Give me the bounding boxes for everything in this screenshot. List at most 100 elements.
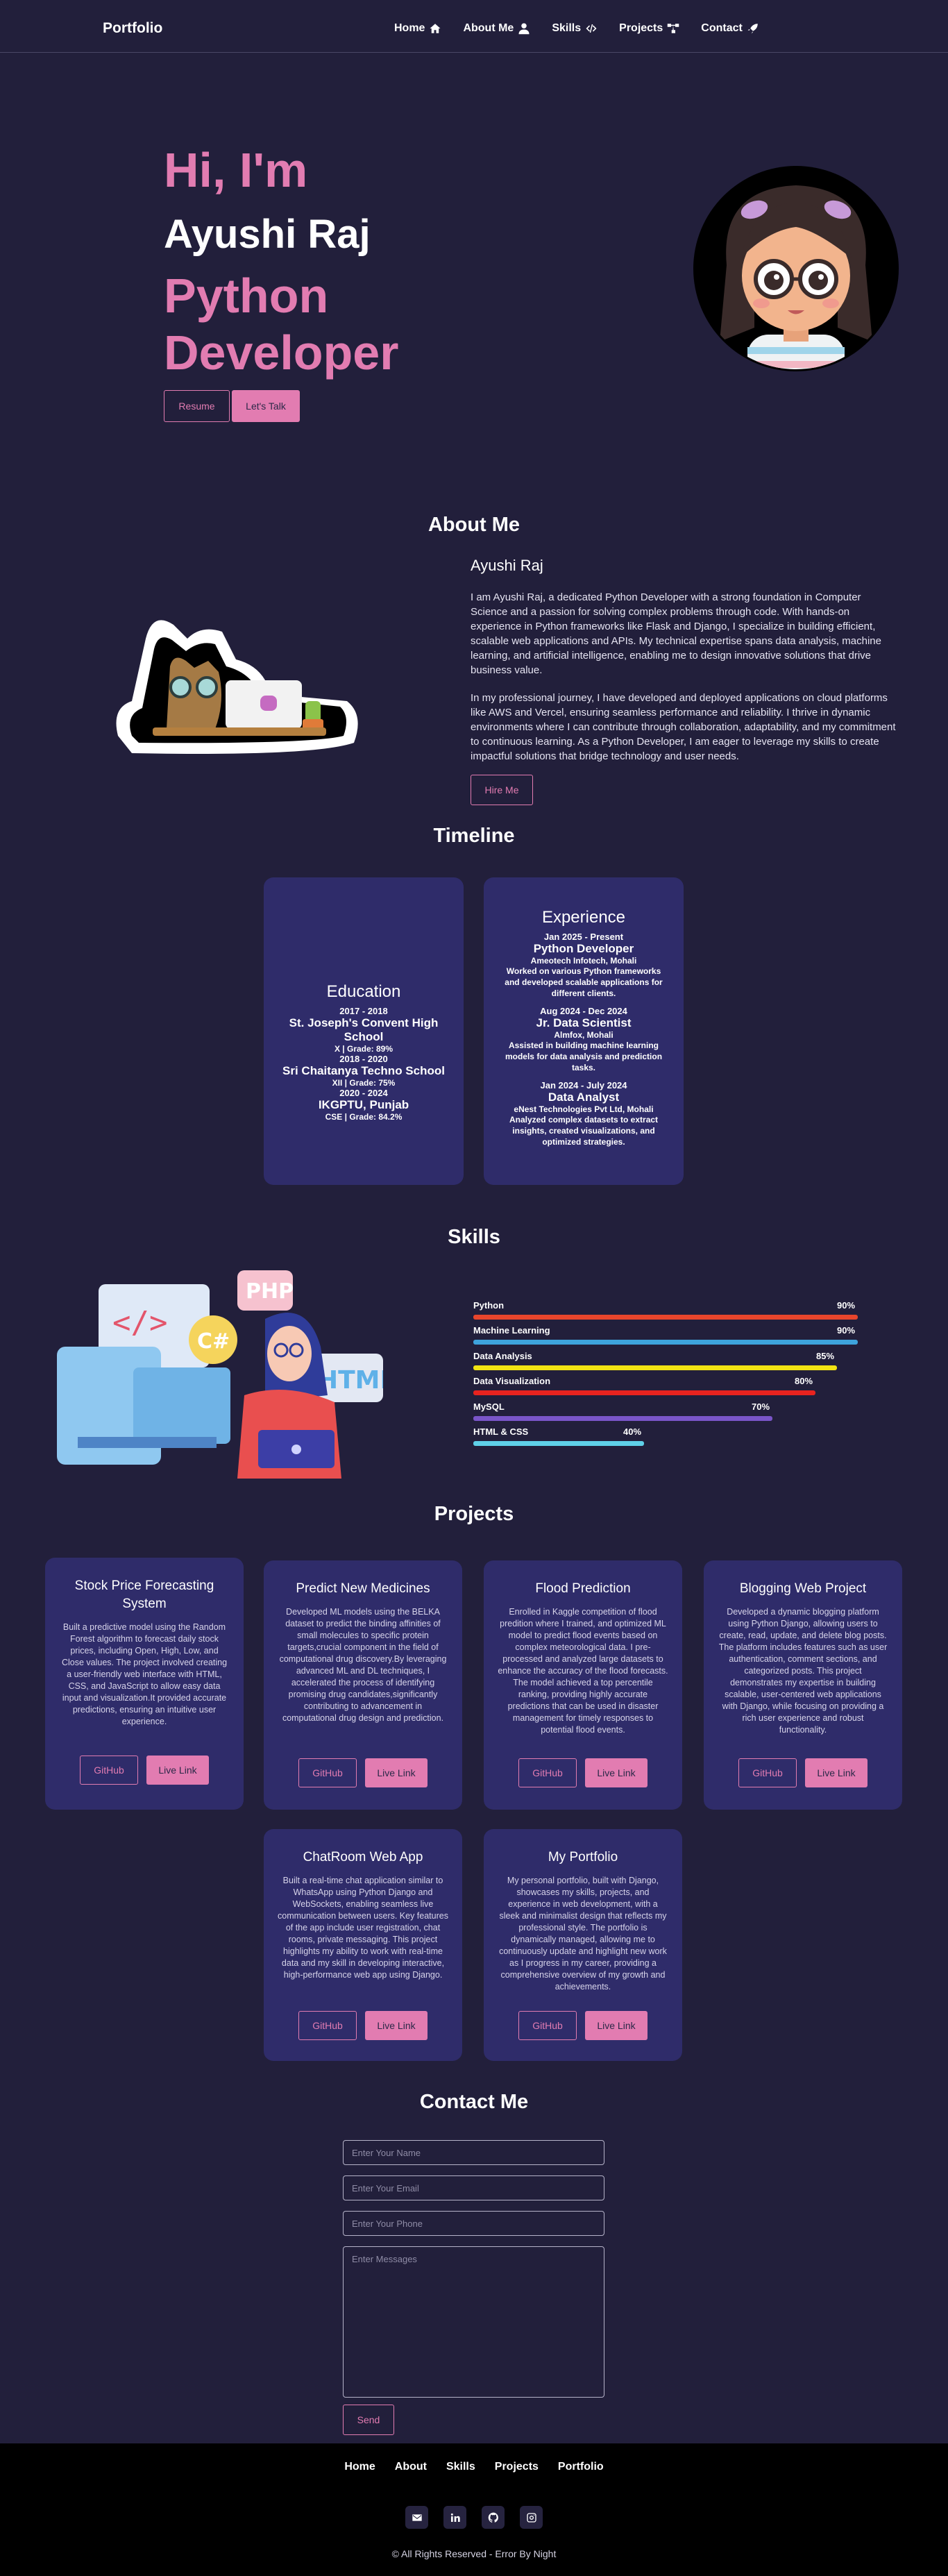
github-button[interactable]: GitHub <box>738 1758 797 1787</box>
nav-link-projects[interactable]: Projects <box>619 22 679 35</box>
project-description: Developed ML models using the BELKA data… <box>279 1607 447 1723</box>
skill-progress-bar <box>473 1441 644 1446</box>
project-card: Blogging Web Project Developed a dynamic … <box>704 1560 902 1810</box>
footer-link-home[interactable]: Home <box>344 2461 375 2473</box>
project-card: Stock Price Forecasting System Built a pr… <box>45 1558 244 1810</box>
nav-links: Home About Me Skills Projects Contact <box>394 22 759 35</box>
svg-text:PHP: PHP <box>246 1279 294 1304</box>
avatar <box>693 166 899 371</box>
hero-greeting: Hi, I'm <box>164 143 308 197</box>
education-grade: XII | Grade: 75% <box>332 1078 396 1088</box>
projects-section-title: Projects <box>434 1503 514 1525</box>
experience-heading: Experience <box>541 908 626 927</box>
skill-name: Python <box>473 1300 505 1311</box>
skill-percent: 40% <box>623 1426 642 1437</box>
nav-link-label: Skills <box>552 22 582 34</box>
resume-button[interactable]: Resume <box>164 390 230 422</box>
contact-section-title: Contact Me <box>419 2091 529 2113</box>
footer-links: Home About Skills Projects Portfolio <box>0 2461 948 2473</box>
github-button[interactable]: GitHub <box>518 1758 577 1787</box>
skill-name: HTML & CSS <box>473 1426 529 1437</box>
project-description: Enrolled in Kaggle competition of flood … <box>498 1607 668 1735</box>
message-textarea[interactable] <box>343 2246 604 2398</box>
nav-link-label: Projects <box>619 22 663 34</box>
skill-percent: 80% <box>795 1376 813 1386</box>
timeline-section-title: Timeline <box>433 825 515 847</box>
skill-progress-bar <box>473 1416 772 1421</box>
home-icon <box>430 24 441 33</box>
svg-text:HTML: HTML <box>317 1366 383 1395</box>
project-card: ChatRoom Web App Built a real-time chat a… <box>264 1829 462 2061</box>
project-actions: GitHub Live Link <box>264 1758 462 1787</box>
footer: Home About Skills Projects Portfolio © A… <box>0 2443 948 2576</box>
nav-link-contact[interactable]: Contact <box>701 22 759 35</box>
skills-section-title: Skills <box>448 1226 500 1248</box>
skill-progress-bar <box>473 1340 858 1345</box>
project-description: My personal portfolio, built with Django… <box>499 1876 667 1992</box>
social-github[interactable] <box>482 2506 505 2529</box>
project-card: My Portfolio My personal portfolio, built… <box>484 1829 682 2061</box>
hero-name: Ayushi Raj <box>164 212 371 257</box>
experience-title: Python Developer <box>533 942 634 955</box>
nav-link-home[interactable]: Home <box>394 22 441 35</box>
education-date: 2020 - 2024 <box>339 1088 388 1098</box>
skill-percent: 85% <box>816 1351 835 1361</box>
footer-link-portfolio[interactable]: Portfolio <box>557 2461 604 2473</box>
project-description: Built a predictive model using the Rando… <box>61 1622 228 1726</box>
project-card: Flood Prediction Enrolled in Kaggle compe… <box>484 1560 682 1810</box>
send-button[interactable]: Send <box>343 2405 394 2435</box>
skill-percent: 70% <box>752 1401 770 1412</box>
skill-progress-bar <box>473 1390 815 1395</box>
experience-company: Almfox, Mohali <box>554 1030 613 1040</box>
project-card: Predict New Medicines Developed ML models… <box>264 1560 462 1810</box>
education-date: 2018 - 2020 <box>339 1054 388 1064</box>
name-input[interactable] <box>343 2140 604 2165</box>
about-name: Ayushi Raj <box>471 557 543 574</box>
education-heading: Education <box>326 982 401 1001</box>
footer-link-projects[interactable]: Projects <box>494 2461 539 2473</box>
skill-name: MySQL <box>473 1401 505 1412</box>
live-link-button[interactable]: Live Link <box>585 1758 647 1787</box>
social-mail[interactable] <box>405 2506 428 2529</box>
skill-row: MySQL 70% <box>473 1401 901 1421</box>
education-grade: X | Grade: 89% <box>334 1044 393 1054</box>
code-icon <box>586 24 597 33</box>
github-button[interactable]: GitHub <box>298 2011 357 2040</box>
experience-title: Data Analyst <box>548 1091 620 1104</box>
brand-logo[interactable]: Portfolio <box>103 20 163 36</box>
footer-link-skills[interactable]: Skills <box>446 2461 475 2473</box>
github-button[interactable]: GitHub <box>298 1758 357 1787</box>
skill-percent: 90% <box>837 1325 856 1336</box>
github-button[interactable]: GitHub <box>80 1756 138 1785</box>
skill-name: Data Visualization <box>473 1376 551 1386</box>
lets-talk-button[interactable]: Let's Talk <box>232 390 300 422</box>
hero-role: Python Developer <box>164 269 399 380</box>
social-instagram[interactable] <box>520 2506 543 2529</box>
about-paragraph-2: In my professional journey, I have devel… <box>471 692 896 762</box>
skill-row: Data Analysis 85% <box>473 1351 901 1370</box>
footer-link-about[interactable]: About <box>394 2461 427 2473</box>
live-link-button[interactable]: Live Link <box>805 1758 867 1787</box>
education-school: IKGPTU, Punjab <box>318 1098 409 1111</box>
experience-date: Jan 2025 - Present <box>543 932 624 942</box>
project-title: Stock Price Forecasting System <box>74 1579 214 1611</box>
experience-desc: Worked on various Python frameworks and … <box>505 966 663 998</box>
rocket-icon <box>747 24 758 34</box>
project-actions: GitHub Live Link <box>45 1756 244 1785</box>
live-link-button[interactable]: Live Link <box>146 1756 209 1785</box>
live-link-button[interactable]: Live Link <box>365 2011 428 2040</box>
email-input[interactable] <box>343 2175 604 2200</box>
education-card: Education 2017 - 2018 St. Joseph's Conve… <box>264 877 464 1185</box>
github-button[interactable]: GitHub <box>518 2011 577 2040</box>
education-school: St. Joseph's Convent High School <box>289 1016 439 1043</box>
copyright-text: © All Rights Reserved - Error By Night <box>391 2548 557 2559</box>
nav-link-about[interactable]: About Me <box>463 22 530 35</box>
live-link-button[interactable]: Live Link <box>585 2011 647 2040</box>
hire-me-button[interactable]: Hire Me <box>471 775 533 805</box>
nav-link-skills[interactable]: Skills <box>552 22 598 35</box>
live-link-button[interactable]: Live Link <box>365 1758 428 1787</box>
social-linkedin[interactable] <box>443 2506 466 2529</box>
skill-row: Python 90% <box>473 1300 901 1320</box>
developer-illustration: </> PHP C# HTML <box>57 1270 383 1479</box>
phone-input[interactable] <box>343 2211 604 2236</box>
